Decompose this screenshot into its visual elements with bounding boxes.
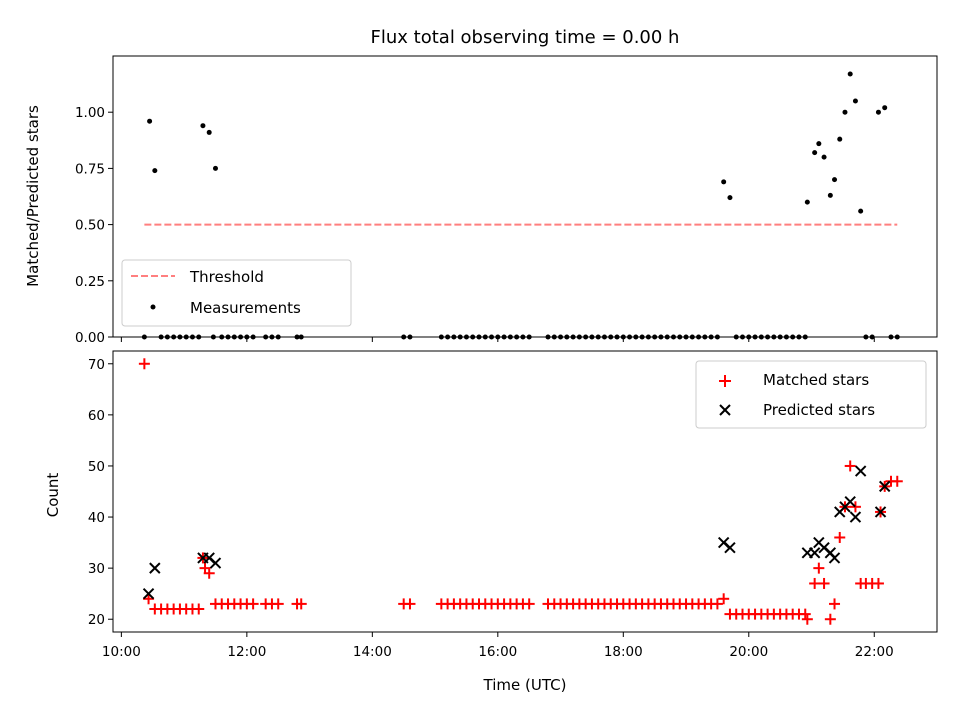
matched-star-marker: [834, 531, 846, 543]
measurement-point: [852, 98, 858, 104]
top-ylabel: Matched/Predicted stars: [24, 105, 42, 287]
bottom-xtick-label: 22:00: [855, 644, 894, 660]
bottom-ytick-label: 40: [88, 510, 105, 526]
bottom-axes-frame: [112, 350, 938, 633]
measurement-point: [821, 154, 827, 160]
bottom-ytick-label: 70: [88, 357, 105, 373]
matched-legend-swatch: [719, 375, 731, 387]
predicted-star-marker: [854, 465, 867, 477]
measurement-point: [882, 105, 888, 111]
top-ytick-label: 0.75: [75, 161, 105, 177]
matched-star-marker: [272, 598, 284, 610]
predicted-star-marker: [844, 496, 856, 508]
matched-star-marker: [138, 358, 150, 370]
top-ytick-label: 0.25: [75, 274, 105, 290]
measurement-point: [727, 195, 733, 201]
measurement-point: [816, 141, 822, 147]
bottom-ytick-label: 60: [88, 408, 105, 424]
measurement-point: [827, 192, 833, 198]
matched-star-marker: [891, 475, 903, 487]
predicted-legend-label: Predicted stars: [763, 401, 875, 419]
matched-star-marker: [523, 598, 535, 610]
bottom-ytick-label: 20: [88, 612, 105, 628]
counts-layer: [138, 358, 903, 625]
measurement-point: [832, 177, 838, 183]
predicted-star-marker: [209, 557, 222, 569]
bottom-xtick-label: 16:00: [478, 644, 517, 660]
bottom-ytick-label: 30: [88, 561, 105, 577]
matched-star-marker: [809, 577, 821, 589]
matched-star-marker: [801, 613, 813, 625]
matched-star-marker: [844, 460, 856, 472]
measurement-point: [212, 165, 218, 171]
bottom-xtick-label: 12:00: [227, 644, 266, 660]
matched-star-marker: [813, 562, 825, 574]
measurement-point: [875, 109, 881, 115]
top-title: Flux total observing time = 0.00 h: [371, 27, 680, 48]
matched-legend-label: Matched stars: [763, 371, 869, 389]
measurement-point: [721, 179, 727, 185]
top-panel: Flux total observing time = 0.00 h Match…: [24, 27, 938, 346]
bottom-legend-box: [695, 360, 927, 429]
matched-star-marker: [711, 598, 723, 610]
top-axes-frame: [112, 55, 938, 338]
matched-star-marker: [872, 577, 884, 589]
bottom-legend: Matched stars Predicted stars: [695, 360, 927, 429]
predicted-star-marker: [849, 511, 862, 523]
bottom-ytick-label: 50: [88, 459, 105, 475]
top-ytick-label: 0.00: [75, 330, 105, 346]
predicted-star-marker: [724, 541, 736, 554]
predicted-star-marker: [879, 480, 891, 493]
top-legend: Threshold Measurements: [121, 259, 352, 327]
predicted-star-marker: [874, 506, 887, 518]
matched-star-marker: [718, 593, 730, 605]
matched-star-marker: [849, 501, 861, 513]
matched-star-marker: [143, 593, 155, 605]
measurements-legend-swatch: [150, 304, 156, 310]
measurement-point: [842, 109, 848, 115]
bottom-xtick-label: 10:00: [102, 644, 141, 660]
measurement-point: [206, 129, 212, 135]
measurement-point: [804, 199, 810, 205]
bottom-panel: Count Time (UTC) 20 30 40 50 60 70 10:00 12:00 1…: [44, 350, 938, 694]
matched-star-marker: [295, 598, 307, 610]
measurement-point: [847, 71, 853, 77]
measurements-legend-label: Measurements: [190, 299, 301, 317]
predicted-star-marker: [808, 547, 821, 559]
measurement-point: [152, 168, 158, 174]
threshold-legend-label: Threshold: [189, 268, 264, 286]
matched-star-marker: [829, 598, 841, 610]
measurement-point: [837, 136, 843, 142]
matched-star-marker: [247, 598, 259, 610]
matched-star-marker: [193, 603, 205, 615]
predicted-star-marker: [142, 587, 155, 600]
bottom-xtick-label: 20:00: [729, 644, 768, 660]
measurement-point: [812, 150, 818, 156]
bottom-axis-ticks: 20 30 40 50 60 70 10:00 12:00 14:00 16:00 18:00 20:…: [88, 357, 894, 660]
top-legend-box: [121, 259, 352, 327]
bottom-xtick-label: 14:00: [353, 644, 392, 660]
measurement-point: [200, 123, 206, 129]
matched-star-marker: [818, 577, 830, 589]
predicted-star-marker: [828, 552, 841, 564]
predicted-legend-swatch: [719, 404, 731, 416]
measurement-point: [147, 118, 153, 124]
top-ytick-label: 1.00: [75, 105, 105, 121]
matched-star-marker: [799, 608, 811, 620]
top-ytick-label: 0.50: [75, 218, 105, 234]
bottom-ylabel: Count: [44, 473, 62, 518]
matched-star-marker: [203, 567, 215, 579]
bottom-xtick-label: 18:00: [604, 644, 643, 660]
matched-star-marker: [824, 613, 836, 625]
predicted-star-marker: [149, 562, 161, 574]
measurement-point: [858, 208, 864, 214]
bottom-xlabel: Time (UTC): [483, 676, 567, 694]
matched-star-marker: [404, 598, 416, 610]
